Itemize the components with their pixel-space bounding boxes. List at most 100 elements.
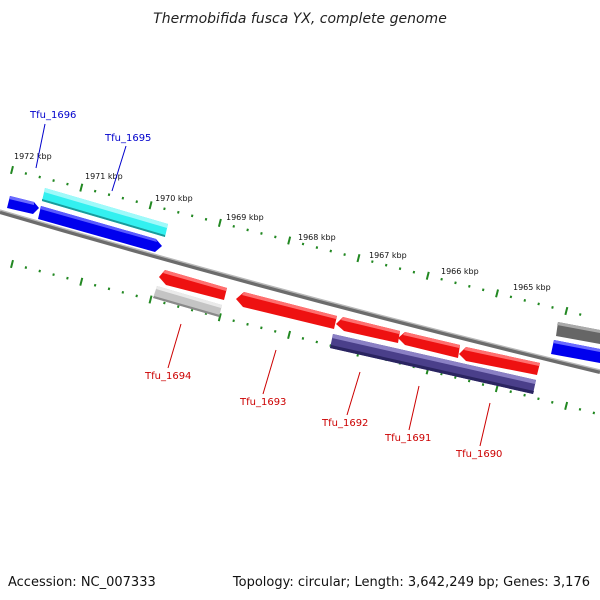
scale-tick xyxy=(135,200,138,204)
scale-tick xyxy=(551,306,554,309)
gene-tfu-1695[interactable] xyxy=(38,206,162,252)
scale-label: 1968 kbp xyxy=(298,233,336,242)
scale-tick xyxy=(52,179,55,182)
scale-tick xyxy=(371,260,374,264)
scale-tick xyxy=(273,329,277,333)
gene-navy-block[interactable] xyxy=(330,334,536,394)
scale-tick xyxy=(509,390,512,394)
scale-tick xyxy=(287,236,292,245)
scale-tick xyxy=(425,271,430,280)
gene-right-grey[interactable] xyxy=(556,322,600,344)
scale-tick xyxy=(10,259,14,269)
scale-label: 1967 kbp xyxy=(369,251,407,260)
scale-tick xyxy=(495,289,500,298)
scale-tick xyxy=(592,411,596,415)
scale-label: 1972 kbp xyxy=(14,152,52,161)
label-connector xyxy=(479,402,491,447)
scale-tick xyxy=(24,172,28,175)
scale-tick xyxy=(343,253,346,257)
gene-blue-left[interactable] xyxy=(7,196,39,214)
scale-tick xyxy=(551,400,554,404)
scale-tick xyxy=(260,232,263,235)
scale-tick xyxy=(66,182,69,186)
gene-label-tfu-1692[interactable]: Tfu_1692 xyxy=(321,418,368,429)
scale-tick xyxy=(107,193,111,197)
scale-tick xyxy=(148,201,153,210)
scale-tick xyxy=(79,183,84,192)
genome-backbone xyxy=(0,210,600,374)
scale-tick xyxy=(52,273,55,277)
scale-tick xyxy=(79,277,84,286)
scale-tick xyxy=(398,267,402,271)
scale-label: 1966 kbp xyxy=(441,267,479,276)
gene-tfu-1696[interactable] xyxy=(42,188,168,237)
scale-tick xyxy=(523,393,526,397)
scale-tick xyxy=(93,283,97,287)
gene-tfu-1691[interactable] xyxy=(398,332,460,358)
scale-tick xyxy=(578,313,582,316)
gene-label-tfu-1696[interactable]: Tfu_1696 xyxy=(29,110,76,121)
scale-tick xyxy=(190,308,194,312)
gene-label-tfu-1694[interactable]: Tfu_1694 xyxy=(144,371,191,382)
gene-label-tfu-1693[interactable]: Tfu_1693 xyxy=(239,397,286,408)
scale-tick xyxy=(564,306,569,316)
scale-label: 1971 kbp xyxy=(85,172,123,181)
scale-tick xyxy=(121,290,125,294)
gene-right-blue[interactable] xyxy=(551,340,600,363)
scale-tick xyxy=(578,407,582,411)
scale-tick xyxy=(315,340,319,344)
label-connector xyxy=(346,371,361,416)
scale-tick xyxy=(121,196,125,200)
scale-tick xyxy=(246,322,249,326)
label-connector xyxy=(167,323,182,369)
scale-tick xyxy=(217,218,222,227)
scale-tick xyxy=(440,277,443,281)
gene-label-tfu-1690[interactable]: Tfu_1690 xyxy=(455,449,502,460)
scale-tick xyxy=(315,246,319,249)
lower-scale-track xyxy=(10,259,596,415)
scale-tick xyxy=(24,266,28,269)
scale-tick xyxy=(481,288,485,292)
gene-tfu-1690[interactable] xyxy=(459,347,540,375)
gene-label-tfu-1695[interactable]: Tfu_1695 xyxy=(104,133,151,144)
accession-text: Accession: NC_007333 xyxy=(8,575,156,590)
scale-tick xyxy=(163,301,166,305)
scale-tick xyxy=(564,401,569,410)
scale-tick xyxy=(38,269,41,273)
scale-tick xyxy=(66,276,69,280)
gene-label-tfu-1691[interactable]: Tfu_1691 xyxy=(384,433,431,444)
upper-scale-track xyxy=(10,165,582,316)
scale-tick xyxy=(329,249,333,253)
scale-tick xyxy=(287,330,292,340)
gene-tfu-1692[interactable] xyxy=(336,317,400,343)
scale-tick xyxy=(232,224,236,228)
scale-tick xyxy=(467,379,471,383)
scale-tick xyxy=(454,376,457,379)
scale-label: 1969 kbp xyxy=(226,213,264,222)
scale-tick xyxy=(204,217,208,221)
scale-tick xyxy=(384,263,388,267)
scale-tick xyxy=(301,242,305,246)
gene-tfu-1694-grey[interactable] xyxy=(153,286,222,317)
scale-tick xyxy=(107,287,111,291)
genome-summary-text: Topology: circular; Length: 3,642,249 bp… xyxy=(232,575,590,590)
map-title: Thermobifida fusca YX, complete genome xyxy=(153,11,447,27)
scale-label: 1965 kbp xyxy=(513,283,551,292)
scale-tick xyxy=(246,228,249,232)
scale-tick xyxy=(10,165,14,175)
scale-tick xyxy=(468,284,471,288)
gene-tfu-1693[interactable] xyxy=(236,292,337,329)
scale-tick xyxy=(135,294,138,298)
genome-backbone-highlight xyxy=(0,209,600,371)
scale-tick xyxy=(537,397,540,401)
scale-label: 1970 kbp xyxy=(155,194,193,203)
scale-tick xyxy=(537,302,540,306)
scale-tick xyxy=(38,175,41,179)
label-connector xyxy=(111,145,127,192)
scale-tick xyxy=(190,214,194,218)
label-connector xyxy=(408,385,420,431)
gene-tfu-1694[interactable] xyxy=(159,270,227,300)
scale-tick xyxy=(274,235,277,239)
scale-tick xyxy=(232,319,235,323)
